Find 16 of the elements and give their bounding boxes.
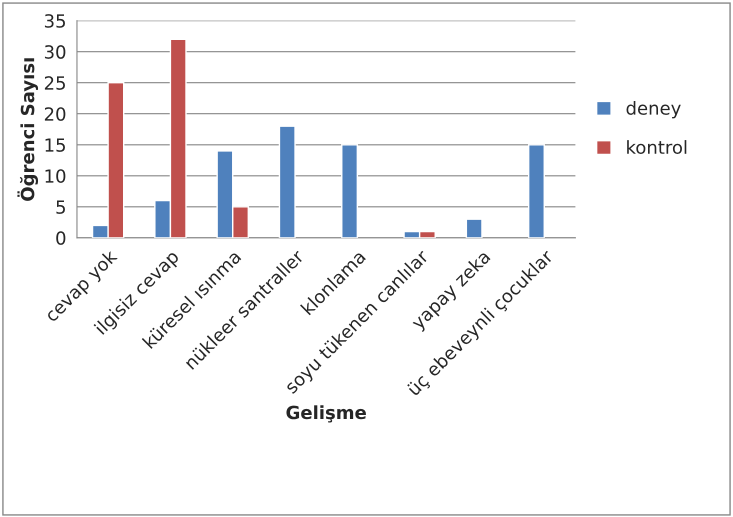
y-axis-title: Öğrenci Sayısı xyxy=(17,58,38,201)
bar xyxy=(341,144,358,238)
legend-label: kontrol xyxy=(627,140,686,154)
y-tick-label: 30 xyxy=(44,45,66,59)
y-tick-label: 15 xyxy=(46,138,65,152)
y-tick-label: 5 xyxy=(56,200,65,214)
y-tick-label: 35 xyxy=(44,14,65,28)
bar xyxy=(466,218,483,238)
x-axis-title: Gelişme xyxy=(286,405,366,423)
y-tick-label: 10 xyxy=(46,169,66,183)
bar xyxy=(278,125,296,238)
legend-label: deney xyxy=(626,100,681,118)
y-tick-label: 0 xyxy=(56,231,66,245)
bar xyxy=(528,144,545,238)
y-tick-label: 25 xyxy=(44,76,65,90)
y-tick-label: 20 xyxy=(44,107,66,121)
